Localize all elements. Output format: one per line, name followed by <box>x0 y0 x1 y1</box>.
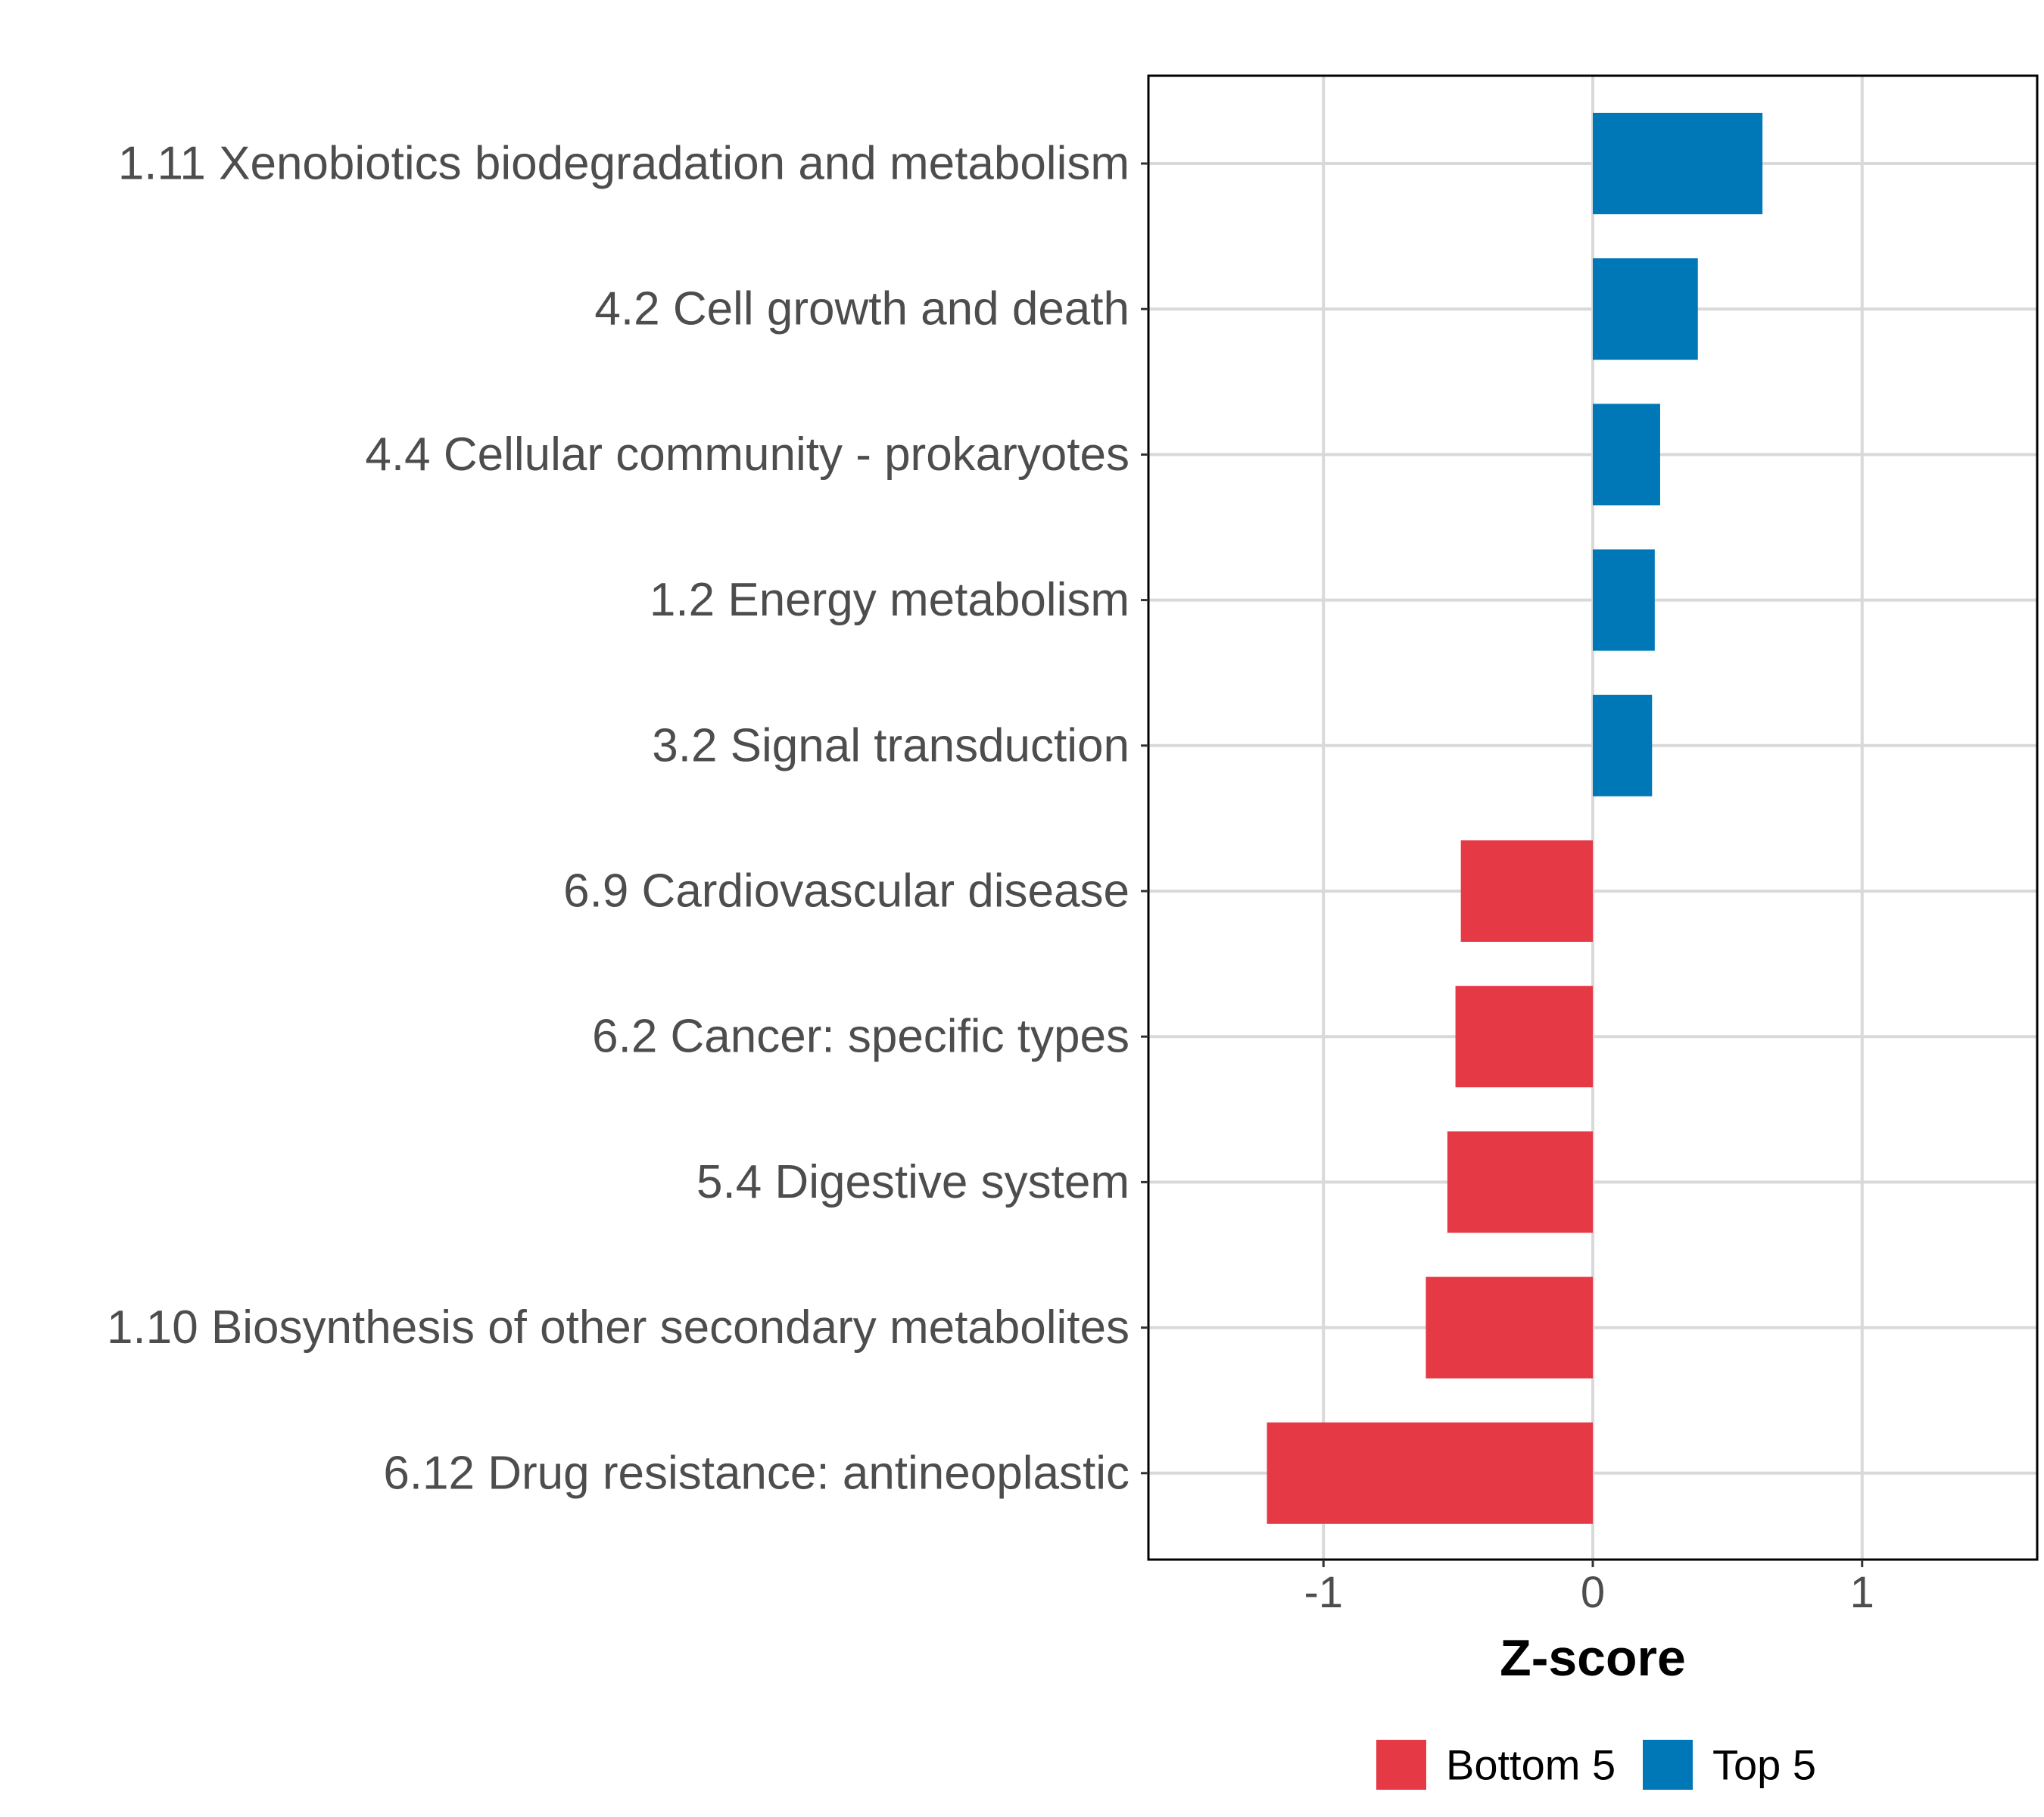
bar <box>1455 986 1593 1088</box>
bar <box>1593 113 1763 214</box>
legend-swatch <box>1643 1740 1693 1790</box>
y-axis: 1.11 Xenobiotics biodegradation and meta… <box>107 138 1148 1499</box>
legend-swatch <box>1376 1740 1426 1790</box>
category-label: 4.4 Cellular community - prokaryotes <box>365 429 1129 481</box>
category-label: 6.12 Drug resistance: antineoplastic <box>383 1447 1129 1499</box>
category-label: 1.10 Biosynthesis of other secondary met… <box>107 1301 1129 1354</box>
category-label: 6.2 Cancer: specific types <box>592 1011 1129 1063</box>
category-label: 1.2 Energy metabolism <box>650 574 1129 626</box>
bar <box>1593 694 1653 796</box>
bar <box>1593 404 1660 506</box>
category-label: 6.9 Cardiovascular disease <box>563 865 1129 918</box>
bar <box>1593 549 1655 651</box>
category-label: 4.2 Cell growth and death <box>594 283 1129 335</box>
category-label: 5.4 Digestive system <box>696 1156 1129 1208</box>
bar <box>1426 1276 1593 1379</box>
bar <box>1267 1422 1593 1524</box>
bar <box>1593 258 1698 360</box>
category-label: 3.2 Signal transduction <box>652 719 1129 771</box>
x-tick-label: 1 <box>1850 1568 1874 1617</box>
legend: Bottom 5 Top 5 <box>1376 1740 1816 1790</box>
bar <box>1447 1131 1593 1233</box>
x-axis-title: Z-score <box>1500 1629 1686 1687</box>
x-axis: -1 0 1 <box>1304 1560 1874 1617</box>
bar <box>1460 840 1593 942</box>
legend-label: Bottom 5 <box>1446 1741 1616 1789</box>
category-label: 1.11 Xenobiotics biodegradation and meta… <box>118 138 1129 190</box>
x-tick-label: 0 <box>1581 1568 1605 1617</box>
bars-layer <box>1267 113 1763 1524</box>
x-tick-label: -1 <box>1304 1568 1343 1617</box>
legend-label: Top 5 <box>1712 1741 1816 1789</box>
